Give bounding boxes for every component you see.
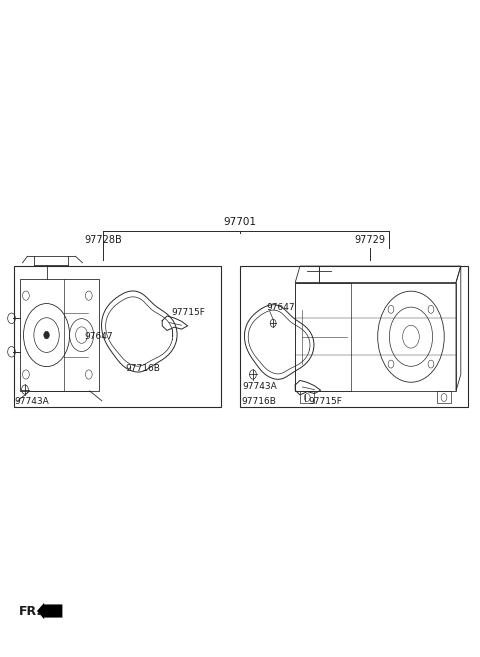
Text: 97716B: 97716B	[126, 364, 161, 373]
Text: 97715F: 97715F	[171, 307, 205, 317]
Text: FR.: FR.	[19, 604, 42, 618]
Text: 97647: 97647	[84, 332, 113, 341]
Bar	[240, 266, 468, 407]
Text: 97701: 97701	[224, 217, 256, 227]
Text: 97743A: 97743A	[242, 382, 276, 392]
Text: 97715F: 97715F	[308, 397, 342, 407]
FancyArrow shape	[37, 603, 62, 619]
Text: 97647: 97647	[266, 303, 295, 312]
Bar	[14, 266, 221, 407]
Circle shape	[44, 331, 49, 339]
Text: 97716B: 97716B	[242, 397, 276, 407]
Text: 97743A: 97743A	[14, 397, 49, 407]
Bar	[437, 391, 451, 403]
Bar	[295, 283, 456, 391]
Bar	[300, 391, 314, 403]
Bar	[295, 283, 351, 391]
Text: 97729: 97729	[354, 235, 385, 245]
Text: 97728B: 97728B	[84, 235, 122, 245]
Bar	[20, 279, 99, 391]
